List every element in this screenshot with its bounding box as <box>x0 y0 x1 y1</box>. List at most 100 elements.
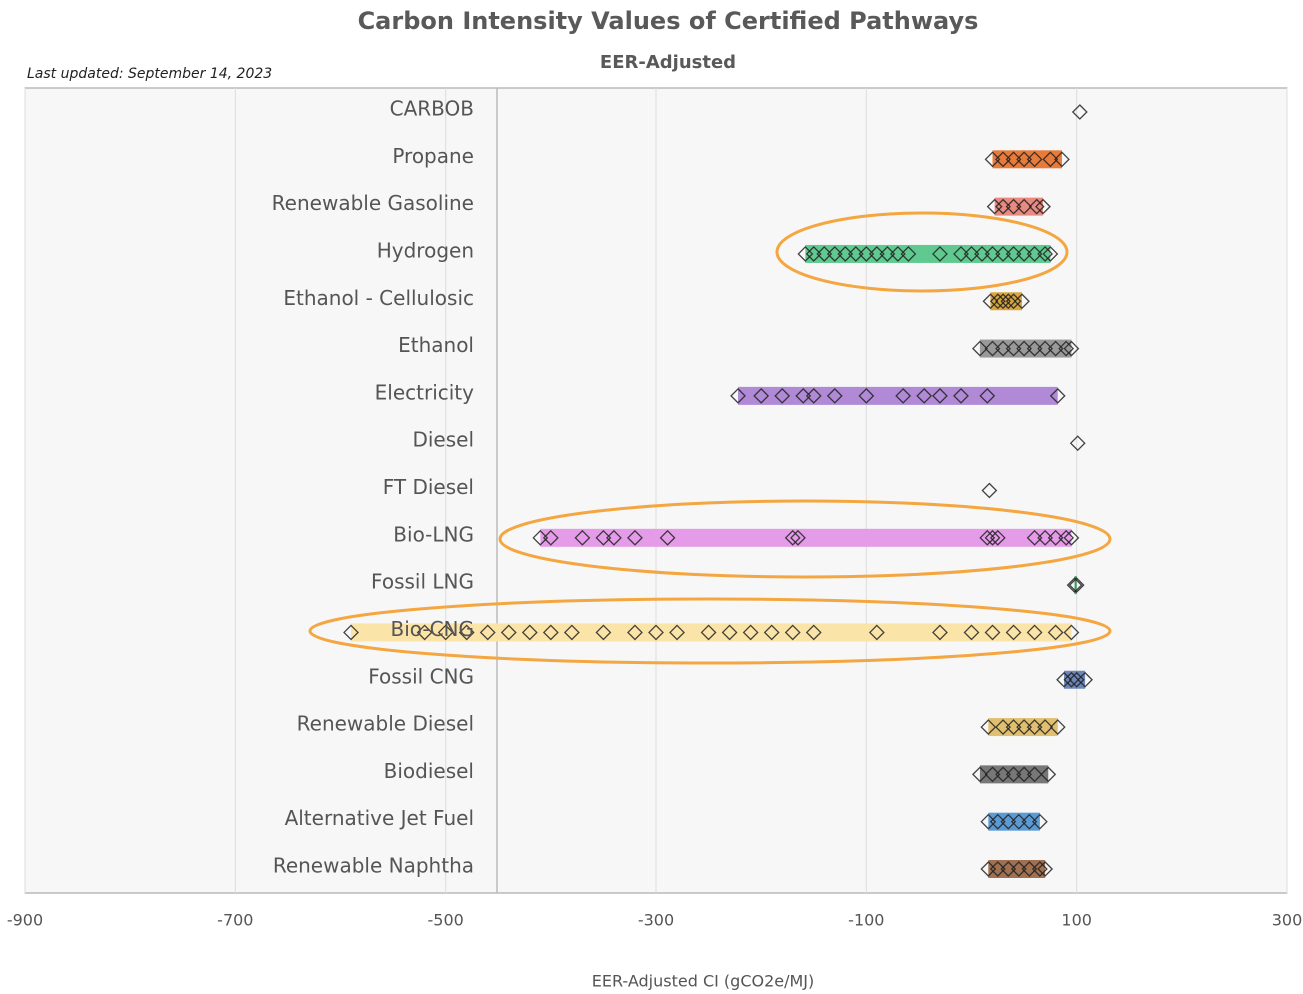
diamond-point <box>963 624 980 641</box>
diamond-point <box>1031 813 1048 830</box>
update-note: Last updated: September 14, 2023 <box>27 66 272 82</box>
diamond-point <box>932 387 948 404</box>
diamond-point <box>1005 766 1022 783</box>
diamond-point <box>1063 529 1080 546</box>
diamond-point <box>669 624 685 641</box>
diamond-point <box>763 624 780 641</box>
diamond-point <box>805 624 822 641</box>
diamond-point <box>721 624 738 641</box>
category-label: Diesel <box>412 428 474 452</box>
diamond-point <box>995 719 1011 735</box>
diamond-point <box>1069 435 1086 452</box>
diamond-point <box>868 624 885 641</box>
highlight-ellipse <box>308 597 1112 665</box>
diamond-point <box>542 529 559 546</box>
diamond-point <box>932 246 948 262</box>
diamond-point <box>1026 340 1043 357</box>
diamond-point <box>437 624 454 641</box>
highlight-ellipse <box>775 211 1069 293</box>
diamond-point <box>1021 813 1038 830</box>
diamond-point <box>1026 529 1043 546</box>
diamond-point <box>1056 671 1072 688</box>
diamond-point <box>1000 861 1017 877</box>
diamond-point <box>595 624 612 641</box>
diamond-point <box>521 624 538 641</box>
diamond-point <box>1010 813 1027 830</box>
diamond-point <box>1047 529 1064 546</box>
category-label: Renewable Gasoline <box>272 191 474 215</box>
x-tick-label: -500 <box>428 911 464 930</box>
diamond-point <box>648 624 664 641</box>
diamond-point <box>574 529 591 546</box>
diamond-point <box>989 861 1006 877</box>
diamond-point <box>963 246 980 262</box>
x-tick-label: -300 <box>638 911 674 930</box>
range-bar <box>1064 670 1086 689</box>
category-label: Alternative Jet Fuel <box>285 806 474 830</box>
category-label: Propane <box>392 144 474 168</box>
diamond-point <box>1042 246 1059 262</box>
diamond-point <box>971 340 988 357</box>
diamond-point <box>1037 719 1054 735</box>
diamond-point <box>1035 198 1051 215</box>
diamond-point <box>1047 624 1064 641</box>
diamond-point <box>343 624 359 641</box>
diamond-point <box>995 151 1011 168</box>
category-label: Ethanol - Cellulosic <box>283 286 474 310</box>
diamond-point <box>1014 293 1030 310</box>
category-label: Hydrogen <box>377 238 474 262</box>
diamond-point <box>1037 246 1054 262</box>
diamond-point <box>826 246 843 262</box>
diamond-point <box>774 387 791 404</box>
diamond-point <box>730 387 746 404</box>
diamond-point <box>858 246 875 262</box>
diamond-point <box>1016 198 1033 215</box>
diamond-point <box>868 246 885 262</box>
category-label: Ethanol <box>398 333 474 357</box>
x-axis-label: EER-Adjusted CI (gCO2e/MJ) <box>592 972 815 991</box>
diamond-point <box>879 246 896 262</box>
diamond-point <box>1049 387 1066 404</box>
x-tick-label: -700 <box>217 911 253 930</box>
diamond-point <box>982 293 999 310</box>
diamond-point <box>1026 246 1043 262</box>
diamond-point <box>995 246 1011 262</box>
diamond-point <box>974 246 990 262</box>
chart-subtitle: EER-Adjusted <box>600 52 736 73</box>
diamond-point <box>1005 624 1022 641</box>
diamond-point <box>458 624 475 641</box>
diamond-point <box>784 529 801 546</box>
diamond-point <box>1005 719 1022 735</box>
diamond-point <box>805 387 822 404</box>
diamond-point <box>1037 529 1054 546</box>
category-label: Bio-CNG <box>390 617 474 641</box>
diamond-point <box>1026 719 1043 735</box>
diamond-point <box>700 624 717 641</box>
diamond-point <box>995 340 1011 357</box>
range-bar <box>994 197 1044 216</box>
diamond-point <box>659 529 676 546</box>
diamond-point <box>858 387 875 404</box>
diamond-point <box>742 624 759 641</box>
diamond-point <box>995 293 1011 310</box>
diamond-point <box>889 246 906 262</box>
diamond-point <box>1066 577 1083 594</box>
diamond-point <box>595 529 612 546</box>
category-label: Renewable Naphtha <box>273 854 474 878</box>
diamond-point <box>989 813 1006 830</box>
diamond-point <box>826 387 843 404</box>
diamond-point <box>1021 861 1038 877</box>
diamond-point <box>980 719 997 735</box>
diamond-point <box>1031 861 1048 877</box>
diamond-point <box>1026 766 1043 783</box>
diamond-point <box>795 387 812 404</box>
diamond-point <box>1000 293 1017 310</box>
diamond-point <box>500 624 517 641</box>
diamond-point <box>847 246 864 262</box>
diamond-point <box>995 766 1011 783</box>
diamond-point <box>900 246 917 262</box>
diamond-point <box>1063 671 1080 688</box>
x-tick-label: -900 <box>7 911 43 930</box>
diamond-point <box>1026 624 1043 641</box>
diamond-point <box>542 624 559 641</box>
